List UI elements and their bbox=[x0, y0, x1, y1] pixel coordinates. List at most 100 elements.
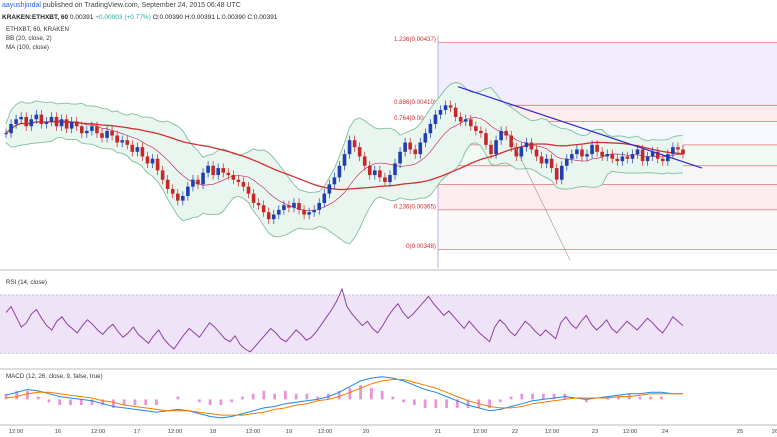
macd-histogram-bar bbox=[101, 399, 105, 406]
candle bbox=[271, 214, 276, 220]
candle bbox=[519, 147, 524, 157]
macd-histogram-bar bbox=[359, 385, 363, 400]
candle bbox=[54, 116, 59, 127]
candle bbox=[90, 126, 94, 131]
x-tick-label: 22 bbox=[512, 429, 518, 435]
candle bbox=[292, 202, 296, 208]
macd-legend[interactable]: MACD (12, 26, close, 9, false, true) bbox=[6, 373, 103, 380]
candle bbox=[655, 151, 660, 159]
candle bbox=[585, 154, 589, 157]
macd-histogram-bar bbox=[488, 399, 491, 408]
candle bbox=[120, 140, 125, 143]
candle bbox=[95, 126, 99, 134]
candle bbox=[590, 144, 594, 155]
candle bbox=[605, 154, 610, 157]
candle bbox=[539, 156, 544, 164]
macd-histogram-bar bbox=[305, 393, 309, 400]
fib-label: 0.236(0.00365) bbox=[394, 203, 436, 210]
candle bbox=[367, 165, 372, 176]
macd-histogram-bar bbox=[90, 399, 94, 406]
ma-legend[interactable]: MA (100, close) bbox=[6, 44, 49, 51]
candle bbox=[529, 142, 534, 150]
candle bbox=[226, 172, 231, 176]
trendline bbox=[457, 86, 703, 169]
candle bbox=[413, 149, 418, 155]
candle bbox=[337, 165, 342, 178]
macd-histogram-bar bbox=[144, 399, 148, 406]
macd-histogram-bar bbox=[380, 390, 384, 400]
candle bbox=[580, 149, 584, 157]
candle bbox=[620, 156, 625, 162]
macd-histogram-bar bbox=[208, 399, 212, 406]
macd-histogram-bar bbox=[176, 396, 180, 400]
macd-histogram-bar bbox=[412, 399, 416, 406]
candle bbox=[423, 133, 428, 143]
fib-label: 1.236(0.00437) bbox=[394, 36, 436, 43]
candle bbox=[509, 135, 514, 148]
candle bbox=[85, 130, 89, 134]
fib-zone bbox=[438, 209, 777, 250]
macd-histogram-bar bbox=[541, 393, 545, 400]
published-bar: aayushjindal published on TradingView.co… bbox=[0, 0, 777, 12]
quote-change: +0.00003 (+0.77%) bbox=[95, 14, 151, 21]
candle bbox=[393, 163, 397, 176]
x-tick-label: 21 bbox=[435, 429, 441, 435]
candle bbox=[130, 144, 135, 152]
candle bbox=[635, 149, 640, 155]
candle bbox=[44, 121, 49, 124]
candle bbox=[19, 116, 23, 120]
x-tick-label: 18 bbox=[210, 429, 216, 435]
candle bbox=[403, 142, 407, 152]
candle bbox=[135, 147, 140, 152]
candle bbox=[600, 151, 604, 157]
candle bbox=[645, 156, 650, 162]
candle bbox=[282, 205, 286, 210]
macd-histogram-bar bbox=[660, 396, 663, 400]
candle bbox=[347, 140, 352, 155]
candle bbox=[524, 142, 529, 148]
candle bbox=[564, 158, 569, 166]
candle bbox=[681, 149, 685, 155]
candle bbox=[307, 212, 311, 215]
candle bbox=[479, 130, 483, 134]
candle bbox=[261, 205, 266, 213]
candle bbox=[504, 130, 508, 136]
x-tick-label: 17 bbox=[134, 429, 140, 435]
bb-legend[interactable]: BB (20, close, 2) bbox=[6, 35, 52, 42]
candle bbox=[650, 151, 655, 157]
macd-histogram-bar bbox=[112, 399, 115, 408]
candle bbox=[201, 172, 205, 185]
candle bbox=[14, 119, 18, 124]
macd-histogram-bar bbox=[58, 399, 62, 406]
candle bbox=[443, 105, 448, 110]
bollinger-lower bbox=[5, 136, 683, 245]
macd-histogram-bar bbox=[198, 399, 201, 403]
candle bbox=[408, 142, 412, 150]
candle bbox=[559, 165, 564, 180]
candle bbox=[438, 109, 443, 115]
candle bbox=[256, 202, 261, 206]
macd-histogram-bar bbox=[283, 390, 287, 400]
x-tick-label: 12:00 bbox=[623, 429, 638, 435]
x-tick-label: 12:00 bbox=[545, 429, 560, 435]
macd-histogram-bar bbox=[509, 396, 513, 400]
candle bbox=[79, 126, 84, 134]
candle bbox=[489, 144, 493, 155]
candle bbox=[660, 158, 665, 162]
candle bbox=[630, 154, 635, 159]
candle bbox=[246, 186, 251, 194]
fib-anchor-line bbox=[511, 140, 571, 261]
candle bbox=[494, 140, 498, 155]
candle bbox=[332, 177, 337, 185]
macd-histogram-bar bbox=[219, 399, 223, 406]
macd-histogram-bar bbox=[79, 399, 83, 406]
candle bbox=[458, 116, 463, 122]
macd-histogram-bar bbox=[262, 390, 266, 400]
macd-histogram-bar bbox=[69, 399, 72, 406]
fib-label: 0.764(0.00403) bbox=[394, 115, 436, 122]
author-link[interactable]: aayushjindal bbox=[2, 2, 41, 9]
rsi-legend[interactable]: RSI (14, close) bbox=[6, 279, 47, 286]
candle bbox=[170, 188, 175, 194]
candle bbox=[610, 154, 615, 159]
